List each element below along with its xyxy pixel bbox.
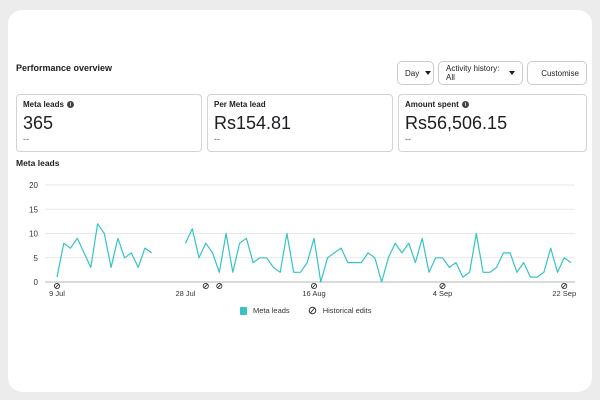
activity-history-label: Activity history: All [446, 64, 500, 82]
metric-value: Rs56,506.15 [405, 113, 508, 133]
metric-value: Rs154.81 [214, 113, 292, 133]
historical-edit-icon-slash [217, 283, 222, 289]
info-icon: i [461, 101, 469, 108]
info-icon: i [66, 101, 74, 108]
chart-legend: Meta leads Historical edits [240, 306, 371, 315]
metric-card-meta-leads[interactable]: Meta leads i 365 -- [16, 94, 202, 152]
metric-value: 365 [23, 113, 54, 133]
x-tick-label: 28 Jul [175, 289, 195, 298]
historical-edit-icon-slash [55, 283, 59, 289]
legend-label: Historical edits [322, 306, 372, 315]
metric-delta: -- [23, 134, 29, 144]
x-tick-label: 16 Aug [302, 289, 325, 298]
customise-label: Customise [541, 68, 579, 78]
x-tick-label: 22 Sep [552, 289, 576, 298]
historical-edit-icon-slash [440, 283, 445, 289]
metric-card-amount-spent[interactable]: Amount spent i Rs56,506.15 -- [398, 94, 587, 152]
chart-title: Meta leads [16, 158, 60, 168]
metric-card-per-meta-lead[interactable]: Per Meta lead Rs154.81 -- [207, 94, 393, 152]
historical-edit-icon-slash [203, 283, 208, 289]
chevron-down-icon [425, 71, 432, 75]
day-dropdown[interactable]: Day [397, 61, 434, 85]
legend-swatch [240, 306, 247, 315]
legend-item-historical-edits[interactable]: Historical edits [308, 306, 372, 315]
metric-label: Amount spent [405, 100, 459, 109]
activity-history-dropdown[interactable]: Activity history: All [438, 61, 523, 85]
metric-label: Per Meta lead [214, 100, 266, 109]
x-tick-label: 4 Sep [433, 289, 453, 298]
y-tick-label: 10 [29, 230, 38, 239]
legend-item-meta-leads[interactable]: Meta leads [240, 306, 290, 315]
day-dropdown-label: Day [405, 68, 420, 78]
series-line-meta-leads [56, 223, 153, 278]
legend-label: Meta leads [253, 306, 290, 315]
y-tick-label: 20 [29, 181, 38, 190]
historical-edit-icon [308, 306, 316, 315]
page-title: Performance overview [16, 63, 113, 73]
y-tick-label: 15 [29, 205, 38, 214]
y-tick-label: 0 [34, 278, 39, 287]
series-line-meta-leads [184, 228, 572, 283]
metric-delta: -- [214, 134, 220, 144]
metric-delta: -- [405, 134, 411, 144]
historical-edit-icon-slash [312, 283, 316, 289]
customise-button[interactable]: Customise [527, 61, 587, 85]
chevron-down-icon [509, 71, 515, 75]
y-tick-label: 5 [34, 254, 39, 263]
metric-label: Meta leads [23, 100, 64, 109]
x-tick-label: 9 Jul [49, 289, 65, 298]
historical-edit-icon-slash [562, 283, 567, 289]
